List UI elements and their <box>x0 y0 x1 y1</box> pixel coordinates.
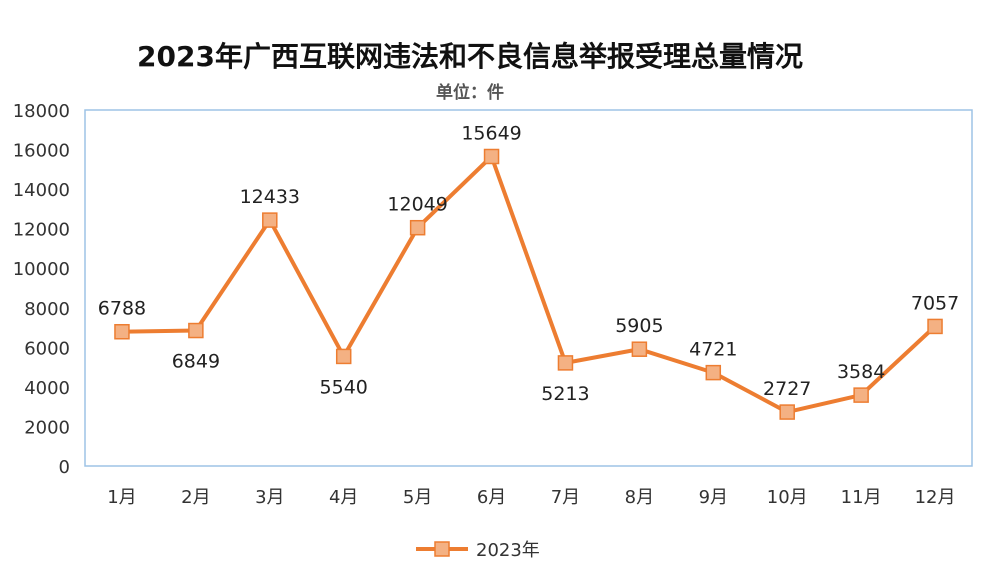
data-label: 4721 <box>689 339 737 361</box>
y-tick-label: 10000 <box>13 259 70 280</box>
plot-area-border <box>84 109 973 467</box>
legend-series-name: 2023年 <box>476 540 540 561</box>
data-point-marker <box>114 323 130 340</box>
x-tick-label: 1月 <box>107 487 136 508</box>
y-tick-label: 6000 <box>24 338 70 359</box>
data-label: 2727 <box>763 378 811 400</box>
data-point-marker <box>188 322 204 339</box>
x-axis-ticks: 1月 2月 3月 4月 5月 6月 7月 8月 9月 10月 11月 12月 <box>107 487 955 508</box>
data-label: 5905 <box>615 315 663 337</box>
x-tick-label: 5月 <box>403 487 432 508</box>
data-point-marker <box>927 318 943 335</box>
data-label: 12433 <box>240 186 300 208</box>
x-tick-label: 10月 <box>767 487 808 508</box>
data-point-marker <box>557 355 574 371</box>
legend: 2023年 <box>416 540 540 561</box>
x-tick-label: 12月 <box>915 487 956 508</box>
y-axis-ticks: 0 2000 4000 6000 8000 10000 12000 14000 16000 180… <box>13 101 70 478</box>
y-tick-label: 14000 <box>13 180 70 201</box>
data-label: 5213 <box>541 383 589 405</box>
data-label: 6849 <box>172 351 220 373</box>
data-point-marker <box>483 148 500 165</box>
y-tick-label: 4000 <box>24 378 70 399</box>
data-label: 7057 <box>911 292 959 314</box>
y-tick-label: 12000 <box>13 220 70 241</box>
y-tick-label: 18000 <box>13 101 70 122</box>
data-point-marker <box>335 348 352 365</box>
y-tick-label: 8000 <box>24 299 70 320</box>
data-point-marker <box>705 364 722 381</box>
data-label: 15649 <box>461 122 521 144</box>
x-tick-label: 9月 <box>699 487 728 508</box>
data-point-marker <box>853 387 869 403</box>
series-line-2023 <box>120 154 937 415</box>
x-tick-label: 6月 <box>477 487 506 508</box>
data-point-marker <box>409 219 426 236</box>
data-label: 3584 <box>837 361 885 383</box>
data-label: 6788 <box>98 298 146 320</box>
data-label: 5540 <box>320 376 368 398</box>
x-tick-label: 2月 <box>181 487 210 508</box>
data-point-marker <box>262 212 278 228</box>
x-tick-label: 8月 <box>625 487 654 508</box>
x-tick-label: 11月 <box>841 487 882 508</box>
y-tick-label: 2000 <box>24 417 70 438</box>
chart-title: 2023年广西互联网违法和不良信息举报受理总量情况 <box>137 40 803 73</box>
x-tick-label: 7月 <box>551 487 580 508</box>
x-tick-label: 4月 <box>329 487 358 508</box>
data-labels: 6788 6849 12433 5540 12049 15649 5213 5905 4721 2… <box>98 122 959 404</box>
series-lines <box>120 154 937 415</box>
data-point-marker <box>631 341 648 357</box>
data-label: 12049 <box>387 194 447 216</box>
y-tick-label: 0 <box>59 457 70 478</box>
y-tick-label: 16000 <box>13 141 70 162</box>
data-point-marker <box>779 404 795 420</box>
unit-label: 单位：件 <box>436 82 504 103</box>
data-markers <box>114 148 943 420</box>
legend-marker-swatch <box>434 541 450 557</box>
x-tick-label: 3月 <box>255 487 284 508</box>
